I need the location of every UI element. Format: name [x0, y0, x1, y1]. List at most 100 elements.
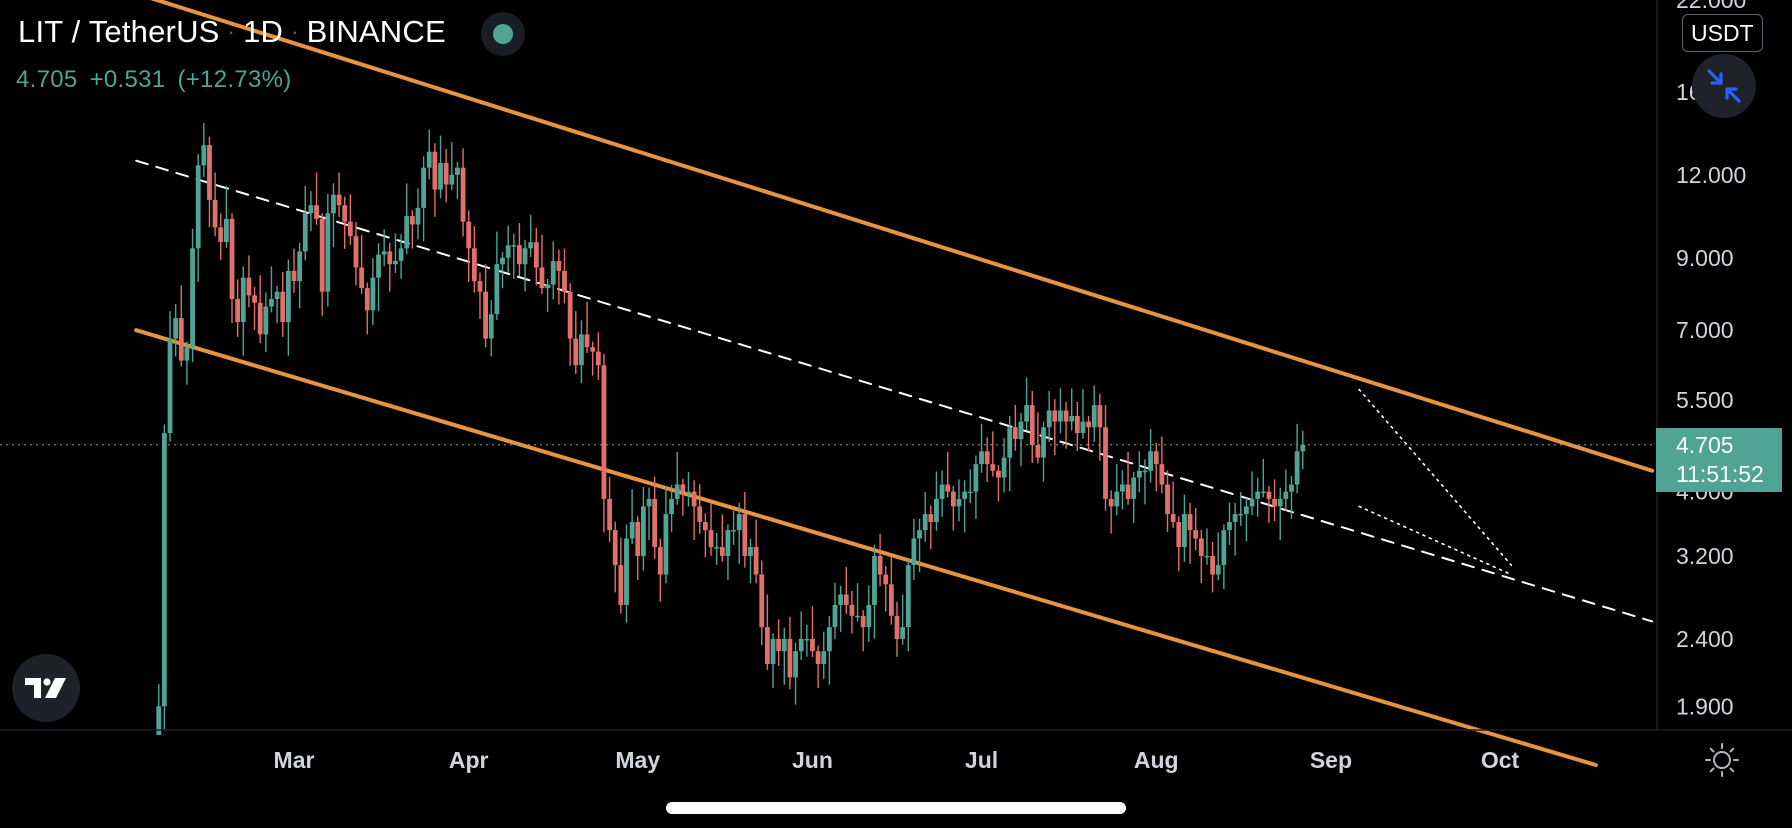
- time-tick-label: Sep: [1310, 747, 1352, 773]
- candle-body: [1232, 514, 1238, 522]
- header-separator: ·: [227, 19, 236, 44]
- dotted-wedge-line-4[interactable]: [1358, 505, 1513, 576]
- candle-body: [1091, 405, 1097, 428]
- candle-body: [708, 530, 714, 548]
- chart-settings-button[interactable]: [1704, 742, 1740, 778]
- candle-body: [624, 538, 629, 605]
- candle: [1159, 436, 1165, 494]
- candle: [1012, 405, 1018, 451]
- current-price: 4.705: [16, 66, 78, 93]
- candle-body: [928, 514, 934, 522]
- candle: [1063, 401, 1069, 449]
- candle: [1182, 494, 1187, 562]
- candle-body: [308, 205, 314, 214]
- interval-label[interactable]: 1D: [243, 14, 284, 49]
- candle-body: [697, 506, 703, 522]
- candle-body: [240, 277, 246, 323]
- candle: [618, 537, 624, 614]
- time-axis[interactable]: Mar Apr May Jun Jul Aug Sep Oct: [274, 747, 1520, 773]
- candle-body: [466, 221, 472, 249]
- candle: [900, 594, 906, 645]
- candle: [1120, 470, 1125, 510]
- candle: [641, 486, 646, 571]
- candle: [697, 484, 703, 534]
- candle: [184, 341, 190, 385]
- candle: [252, 286, 257, 330]
- candle-body: [376, 254, 381, 278]
- candle: [314, 172, 319, 225]
- candle: [161, 424, 167, 730]
- candle-body: [297, 251, 303, 282]
- dashed-midline[interactable]: [135, 159, 1654, 623]
- candle: [1024, 377, 1030, 431]
- live-status-badge[interactable]: [481, 12, 525, 56]
- candle: [1007, 415, 1013, 492]
- candle: [415, 188, 421, 240]
- candle: [731, 510, 736, 545]
- candle-body: [1142, 470, 1148, 473]
- price-tick-label: 2.400: [1676, 626, 1734, 652]
- candle-body: [285, 270, 291, 323]
- bar-countdown: 11:51:52: [1676, 461, 1764, 487]
- candle: [781, 627, 787, 685]
- channel-line-1[interactable]: [134, 328, 1598, 767]
- candle: [629, 489, 635, 545]
- candle-body: [556, 260, 562, 271]
- symbol-header[interactable]: LIT / TetherUS · 1D · BINANCE: [18, 14, 446, 50]
- candle: [669, 484, 674, 532]
- candle-body: [387, 251, 393, 265]
- price-tick-label: 22.000: [1676, 0, 1746, 13]
- candle: [1001, 438, 1007, 493]
- candle: [793, 642, 798, 705]
- candle-body: [302, 213, 308, 252]
- candle-body: [421, 167, 427, 208]
- candle: [449, 142, 455, 191]
- time-tick-label: Mar: [274, 747, 315, 773]
- candle-body: [359, 267, 365, 289]
- candle: [967, 469, 973, 504]
- candle: [533, 228, 539, 286]
- candle-body: [826, 627, 832, 652]
- candle: [928, 505, 934, 550]
- candle: [387, 242, 393, 292]
- tradingview-logo-button[interactable]: [12, 654, 80, 722]
- price-tick-label: 3.200: [1676, 543, 1734, 569]
- candle-body: [415, 207, 421, 225]
- candle: [996, 465, 1001, 502]
- candle: [826, 615, 832, 685]
- candle-body: [178, 318, 184, 361]
- channel-line-0[interactable]: [136, 0, 1655, 473]
- candle-body: [652, 498, 658, 548]
- candle-body: [353, 236, 359, 268]
- candle-body: [167, 338, 173, 434]
- candle: [866, 585, 872, 642]
- symbol-name[interactable]: LIT / TetherUS: [18, 14, 220, 49]
- candle: [370, 258, 376, 326]
- candle: [195, 154, 201, 282]
- candle: [798, 611, 804, 660]
- candle-body: [274, 291, 280, 300]
- candle: [646, 487, 652, 541]
- candle: [984, 437, 990, 482]
- home-indicator[interactable]: [666, 802, 1126, 814]
- drawing-overlays[interactable]: [134, 0, 1655, 767]
- candle-body: [793, 651, 798, 678]
- candle-body: [1001, 457, 1007, 478]
- candle: [815, 645, 821, 689]
- candle-body: [235, 299, 241, 323]
- candle-body: [1086, 421, 1092, 428]
- candle: [843, 566, 849, 614]
- candle: [562, 248, 567, 304]
- candle: [894, 601, 900, 657]
- candle-body: [731, 530, 736, 532]
- candle-body: [1046, 410, 1052, 428]
- collapse-button[interactable]: [1692, 54, 1756, 118]
- candle: [1069, 388, 1075, 431]
- candle-body: [641, 506, 646, 556]
- candle-body: [686, 491, 691, 494]
- candle: [178, 285, 184, 367]
- candle-body: [911, 538, 917, 566]
- candle: [274, 286, 280, 324]
- currency-button[interactable]: USDT: [1682, 14, 1763, 52]
